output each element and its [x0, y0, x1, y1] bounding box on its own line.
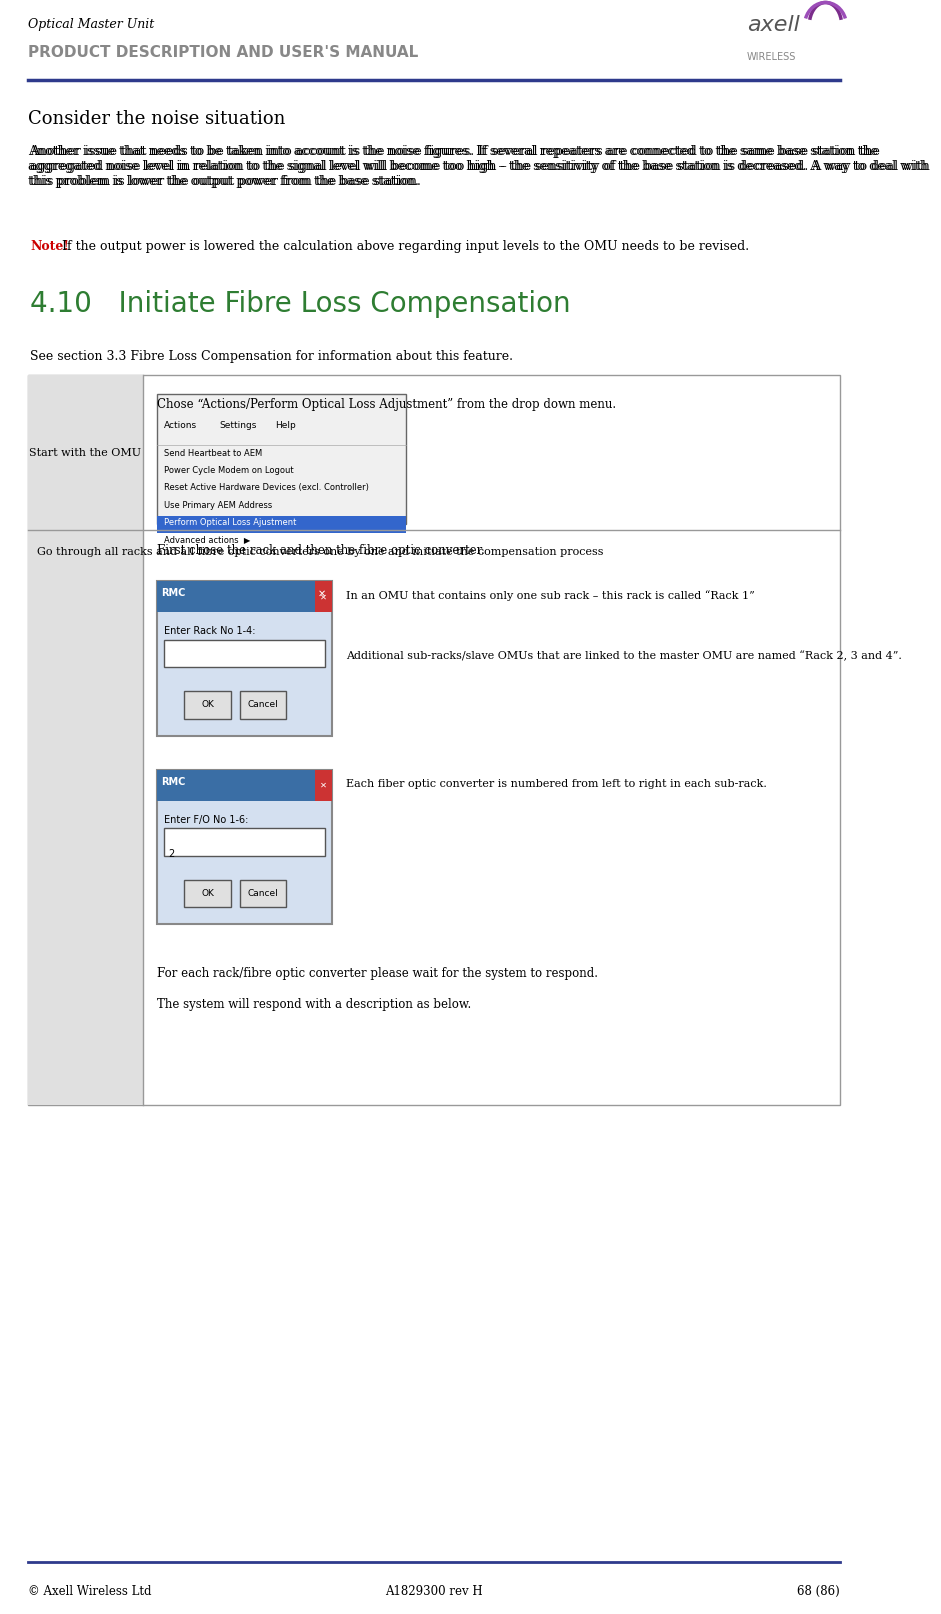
Text: OK: OK: [201, 700, 214, 710]
Bar: [157, 515, 406, 533]
Bar: [27, 374, 840, 1106]
Text: Send Heartbeat to AEM: Send Heartbeat to AEM: [164, 449, 263, 458]
Text: Go through all racks and all fibre optic converters one by one and initiate the : Go through all racks and all fibre optic…: [37, 547, 603, 557]
Text: Another issue that needs to be taken into account is the noise figures. If sever: Another issue that needs to be taken int…: [30, 145, 930, 187]
Text: Enter F/O No 1-6:: Enter F/O No 1-6:: [164, 815, 248, 825]
Text: Note!: Note!: [30, 240, 69, 253]
Text: If the output power is lowered the calculation above regarding input levels to t: If the output power is lowered the calcu…: [58, 240, 749, 253]
Bar: [164, 828, 325, 855]
Text: Help: Help: [275, 421, 295, 429]
Bar: [240, 880, 286, 907]
Text: Optical Master Unit: Optical Master Unit: [27, 18, 154, 31]
Text: Cancel: Cancel: [247, 889, 279, 897]
Text: 2: 2: [167, 849, 174, 859]
Text: Use Primary AEM Address: Use Primary AEM Address: [164, 500, 273, 510]
Text: Settings: Settings: [219, 421, 257, 429]
Text: ✕: ✕: [317, 589, 326, 599]
Text: OK: OK: [201, 889, 214, 897]
Text: ✕: ✕: [320, 592, 327, 602]
Text: Power Cycle Modem on Logout: Power Cycle Modem on Logout: [164, 466, 294, 475]
Bar: [184, 691, 231, 718]
Text: RMC: RMC: [162, 589, 185, 599]
Text: In an OMU that contains only one sub rack – this rack is called “Rack 1”: In an OMU that contains only one sub rac…: [346, 591, 755, 600]
Text: Consider the noise situation: Consider the noise situation: [27, 110, 285, 128]
Text: Additional sub-racks/slave OMUs that are linked to the master OMU are named “Rac: Additional sub-racks/slave OMUs that are…: [346, 650, 901, 662]
Bar: [157, 770, 332, 925]
Bar: [240, 691, 286, 718]
Text: ✕: ✕: [320, 781, 327, 791]
Text: WIRELESS: WIRELESS: [747, 52, 796, 61]
Text: See section 3.3 Fibre Loss Compensation for information about this feature.: See section 3.3 Fibre Loss Compensation …: [30, 350, 513, 363]
Text: Chose “Actions/Perform Optical Loss Adjustment” from the drop down menu.: Chose “Actions/Perform Optical Loss Adju…: [157, 399, 616, 412]
Bar: [157, 770, 332, 801]
Text: Perform Optical Loss Ajustment: Perform Optical Loss Ajustment: [164, 518, 296, 528]
Text: The system will respond with a description as below.: The system will respond with a descripti…: [157, 997, 471, 1012]
Text: Another issue that needs to be taken into account is the noise figures. If sever: Another issue that needs to be taken int…: [27, 145, 928, 187]
Text: Each fiber optic converter is numbered from left to right in each sub-rack.: Each fiber optic converter is numbered f…: [346, 778, 767, 789]
Text: PRODUCT DESCRIPTION AND USER'S MANUAL: PRODUCT DESCRIPTION AND USER'S MANUAL: [27, 45, 418, 60]
Text: Reset Active Hardware Devices (excl. Controller): Reset Active Hardware Devices (excl. Con…: [164, 484, 369, 492]
Bar: [315, 770, 332, 801]
Text: 4.10   Initiate Fibre Loss Compensation: 4.10 Initiate Fibre Loss Compensation: [30, 291, 570, 318]
Bar: [164, 639, 325, 667]
Text: For each rack/fibre optic converter please wait for the system to respond.: For each rack/fibre optic converter plea…: [157, 967, 598, 980]
Text: Actions: Actions: [164, 421, 198, 429]
Bar: [27, 374, 143, 1106]
Bar: [157, 581, 332, 612]
Text: First chose the rack and then the fibre optic converter.: First chose the rack and then the fibre …: [157, 544, 485, 557]
Text: Enter Rack No 1-4:: Enter Rack No 1-4:: [164, 626, 256, 636]
Text: RMC: RMC: [162, 776, 185, 788]
Text: 68 (86): 68 (86): [797, 1585, 840, 1598]
Text: A1829300 rev H: A1829300 rev H: [385, 1585, 483, 1598]
Bar: [157, 394, 406, 523]
Bar: [157, 581, 332, 736]
Text: Cancel: Cancel: [247, 700, 279, 710]
Text: axell: axell: [747, 15, 800, 36]
Bar: [315, 581, 332, 612]
Text: Advanced actions  ▶: Advanced actions ▶: [164, 536, 250, 544]
Text: Start with the OMU: Start with the OMU: [29, 447, 141, 457]
Bar: [184, 880, 231, 907]
Text: © Axell Wireless Ltd: © Axell Wireless Ltd: [27, 1585, 152, 1598]
